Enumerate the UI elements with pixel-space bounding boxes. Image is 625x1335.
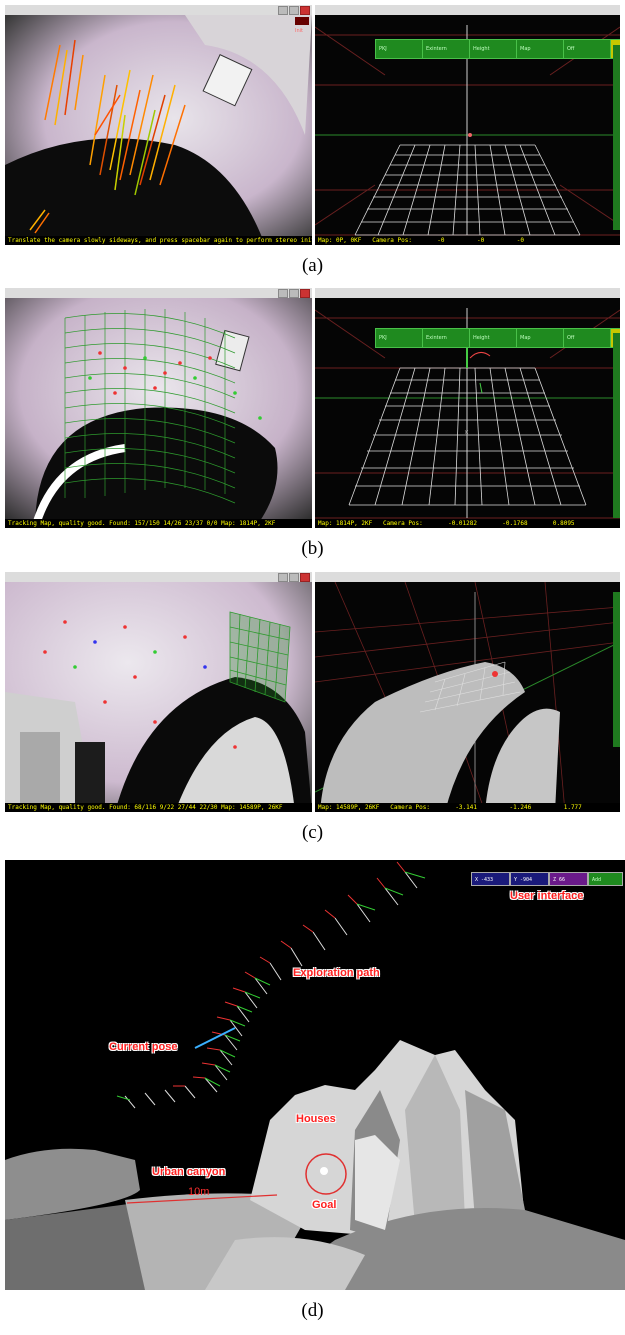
panel-c-map-window: Map: 14589P, 26KF Camera Pos: -3.141 -1.…	[315, 572, 620, 812]
window-titlebar	[5, 5, 312, 15]
status-text: Tracking Map, quality good. Found: 157/1…	[5, 519, 312, 528]
caption-d: (d)	[301, 1300, 324, 1321]
ground-grid	[348, 367, 587, 506]
label-scale: 10m	[188, 1186, 210, 1198]
map-stats: Map: 0P, 0KF	[318, 237, 362, 244]
x-coord-field[interactable]: X -433	[471, 872, 510, 886]
map-stats: Map: 1814P, 2KF	[318, 520, 373, 527]
user-interface-toolbar: X -433 Y -904 Z 66 Add Waypoint	[471, 872, 623, 886]
camera-pos-z: 1.777	[563, 804, 582, 811]
panel-c-camera-window: Tracking Map, quality good. Found: 68/11…	[5, 572, 312, 812]
camera-view	[5, 298, 312, 528]
label-exploration-path: Exploration path	[293, 967, 380, 979]
map-view	[315, 582, 620, 812]
ground-grid	[419, 661, 521, 713]
camera-pos-z: -0	[516, 237, 524, 244]
camera-pos-y: -0.1768	[502, 520, 528, 527]
add-waypoint-button[interactable]: Add Waypoint	[588, 872, 623, 886]
status-bar: Map: 14589P, 26KF Camera Pos: -3.141 -1.…	[315, 803, 620, 812]
status-text: Translate the camera slowly sideways, an…	[5, 236, 312, 245]
side-panel[interactable]	[613, 592, 620, 747]
menu-item[interactable]: Exintern	[423, 40, 470, 58]
menu-item[interactable]: PKJ	[376, 329, 423, 347]
menu-item[interactable]: Exintern	[423, 329, 470, 347]
close-icon[interactable]	[300, 573, 310, 582]
ground-plane-grid	[229, 611, 291, 703]
menu-item[interactable]: Off	[564, 329, 611, 347]
label-houses: Houses	[296, 1113, 336, 1125]
camera-pos-x: -3.141	[455, 804, 477, 811]
panel-a-map-window: PKJ Exintern Height Map Off Plot Map: 0P…	[315, 5, 620, 245]
camera-pos-label: Camera Pos:	[372, 237, 412, 244]
menu-item[interactable]: PKJ	[376, 40, 423, 58]
z-coord-field[interactable]: Z 66	[549, 872, 588, 886]
init-badge-label: Init	[295, 28, 303, 34]
minimize-icon[interactable]	[278, 289, 288, 298]
menu-item[interactable]: Height	[470, 329, 517, 347]
window-controls	[278, 573, 310, 582]
label-goal: Goal	[312, 1199, 337, 1211]
ground-plane-grid	[64, 309, 236, 504]
maximize-icon[interactable]	[289, 6, 299, 15]
status-bar: Map: 0P, 0KF Camera Pos: -0 -0 -0	[315, 236, 620, 245]
menu-item[interactable]: Height	[470, 40, 517, 58]
camera-pos-z: 0.8095	[552, 520, 575, 527]
menu-bar: PKJ Exintern Height Map Off Plot	[375, 39, 620, 59]
window-controls	[278, 289, 310, 298]
panel-d-3d-view: X -433 Y -904 Z 66 Add Waypoint User int…	[5, 860, 625, 1290]
status-bar: Map: 1814P, 2KF Camera Pos: -0.01282 -0.…	[315, 519, 620, 528]
y-coord-field[interactable]: Y -904	[510, 872, 549, 886]
close-icon[interactable]	[300, 289, 310, 298]
window-titlebar	[315, 572, 620, 582]
label-user-interface: User interface	[510, 890, 584, 902]
panel-b-camera-window: Tracking Map, quality good. Found: 157/1…	[5, 288, 312, 528]
camera-pos-label: Camera Pos:	[390, 804, 431, 811]
menu-item[interactable]: Off	[564, 40, 611, 58]
camera-pos-label: Camera Pos:	[383, 520, 423, 527]
svg-text:×: ×	[464, 429, 469, 436]
terrain-scene	[5, 860, 625, 1290]
map-stats: Map: 14589P, 26KF	[318, 804, 380, 811]
window-titlebar	[5, 288, 312, 298]
caption-a: (a)	[301, 255, 324, 276]
window-controls	[278, 6, 310, 15]
camera-pos-y: -1.246	[509, 804, 532, 811]
label-current-pose: Current pose	[109, 1041, 178, 1053]
current-pose-pointer	[194, 1027, 236, 1049]
menu-item[interactable]: Map	[517, 40, 564, 58]
window-titlebar	[5, 572, 312, 582]
camera-view	[5, 582, 312, 812]
feature-points	[43, 620, 237, 749]
maximize-icon[interactable]	[289, 289, 299, 298]
truck-image	[202, 54, 253, 107]
feature-tracks	[29, 39, 186, 234]
camera-pos-x: -0.01282	[448, 520, 477, 527]
menu-bar: PKJ Exintern Height Map Off Plot	[375, 328, 620, 348]
side-panel[interactable]	[613, 333, 620, 518]
camera-pos-y: -0	[477, 237, 485, 244]
panel-a-camera-window: Init Translate the camera slowly sideway…	[5, 5, 312, 245]
minimize-icon[interactable]	[278, 573, 288, 582]
feature-points	[88, 351, 262, 420]
camera-view	[5, 15, 312, 245]
maximize-icon[interactable]	[289, 573, 299, 582]
window-titlebar	[315, 288, 620, 298]
window-titlebar	[315, 5, 620, 15]
scale-bar	[126, 1194, 278, 1204]
goal-marker[interactable]	[305, 1153, 347, 1195]
status-text: Tracking Map, quality good. Found: 68/11…	[5, 803, 312, 812]
init-badge: Init	[295, 17, 309, 34]
side-panel[interactable]	[613, 45, 620, 230]
exploration-path	[116, 861, 426, 1109]
ground-grid	[354, 144, 581, 236]
label-urban-canyon: Urban canyon	[152, 1166, 226, 1178]
panel-b-map-window: × PKJ Exintern Height Map Off Plot Map: …	[315, 288, 620, 528]
caption-c: (c)	[301, 822, 324, 843]
close-icon[interactable]	[300, 6, 310, 15]
camera-pos-x: -0	[437, 237, 445, 244]
minimize-icon[interactable]	[278, 6, 288, 15]
menu-item[interactable]: Map	[517, 329, 564, 347]
caption-b: (b)	[301, 538, 324, 559]
